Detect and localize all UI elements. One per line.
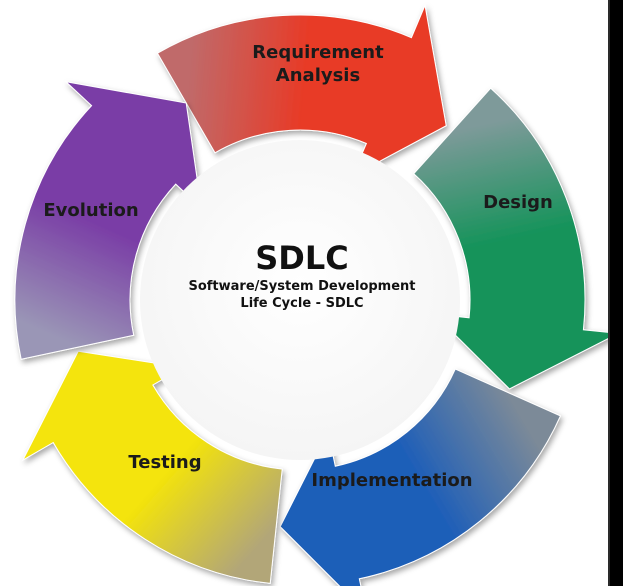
stage-label-implementation: Implementation [311,470,472,491]
stage-arrow-testing [21,350,283,584]
stage-label-requirement-line1: Requirement [252,42,384,63]
stage-arrow-implementation [279,368,562,586]
stage-arrow-design [413,87,608,390]
stage-arrow-requirement [156,3,447,177]
stage-label-requirement-line2: Analysis [276,65,360,86]
center-subtitle-line2: Life Cycle - SDLC [240,296,363,311]
center-subtitle-line1: Software/System Development [188,279,415,294]
right-edge-line [608,0,610,586]
stage-label-evolution: Evolution [43,200,138,221]
sdlc-cycle-diagram: Requirement Analysis Design Implementati… [14,3,608,586]
stage-label-testing: Testing [128,452,201,473]
stage-arrow-evolution [14,81,202,360]
center-disc [140,140,460,460]
right-edge-bar [608,0,623,586]
center-title: SDLC [255,239,348,277]
stage-label-design: Design [483,192,553,213]
